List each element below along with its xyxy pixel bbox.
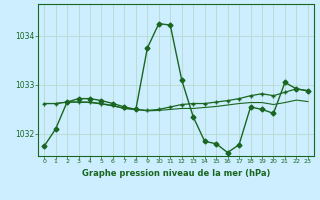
X-axis label: Graphe pression niveau de la mer (hPa): Graphe pression niveau de la mer (hPa) <box>82 169 270 178</box>
